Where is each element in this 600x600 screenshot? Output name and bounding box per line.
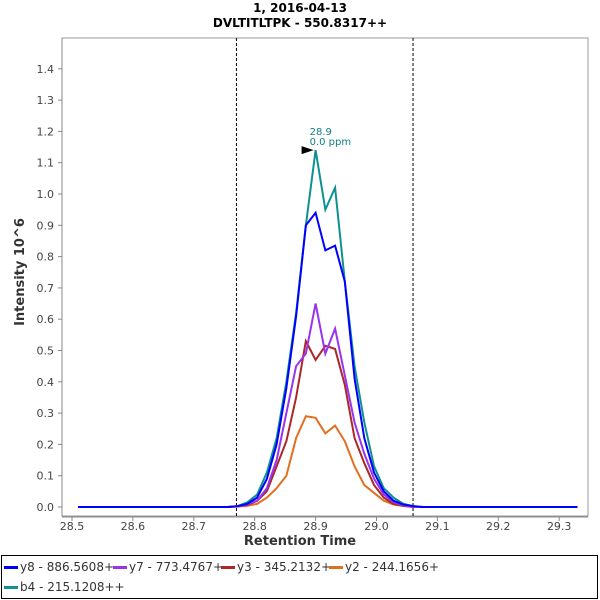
- x-tick-label: 29.0: [364, 520, 389, 533]
- legend-item: y7 - 773.4767+: [113, 560, 223, 574]
- peak-ppm-label: 0.0 ppm: [310, 137, 352, 148]
- x-tick-label: 28.7: [182, 520, 207, 533]
- legend-swatch: [113, 565, 127, 569]
- legend: y8 - 886.5608+ y7 - 773.4767+ y3 - 345.213…: [1, 555, 598, 599]
- legend-item: y3 - 345.2132+: [221, 560, 331, 574]
- y-tick-label: 0.7: [37, 282, 55, 295]
- x-tick-label: 29.1: [425, 520, 450, 533]
- legend-swatch: [329, 565, 343, 569]
- legend-label: y7 - 773.4767+: [129, 560, 224, 574]
- x-tick-label: 28.5: [60, 520, 85, 533]
- plot-area: [61, 37, 589, 517]
- legend-swatch: [221, 565, 235, 569]
- series-line-y8: [78, 210, 578, 508]
- y-tick-label: 0.5: [37, 345, 55, 358]
- x-tick-label: 29.3: [547, 520, 572, 533]
- legend-label: b4 - 215.1208++: [20, 580, 125, 594]
- y-tick-label: 0.0: [37, 501, 55, 514]
- legend-label: y2 - 244.1656+: [345, 560, 440, 574]
- y-tick-label: 0.1: [37, 470, 55, 483]
- y-tick-label: 1.2: [37, 125, 55, 138]
- x-tick-label: 29.2: [486, 520, 511, 533]
- y-tick-label: 1.0: [37, 188, 55, 201]
- y-tick-label: 0.3: [37, 407, 55, 420]
- series-line-b4: [78, 150, 578, 508]
- chart-title: 1, 2016-04-13: [253, 1, 347, 15]
- y-tick-label: 0.9: [37, 219, 55, 232]
- legend-item: b4 - 215.1208++: [4, 580, 125, 594]
- y-tick-label: 1.1: [37, 157, 55, 170]
- x-tick-label: 28.9: [303, 520, 328, 533]
- y-tick-label: 0.8: [37, 251, 55, 264]
- peak-arrow-icon: [301, 146, 314, 155]
- x-tick-label: 28.6: [121, 520, 146, 533]
- series-line-y7: [78, 303, 578, 508]
- chart-subtitle: DVLTITLTPK - 550.8317++: [213, 16, 387, 30]
- y-tick-label: 0.6: [37, 313, 55, 326]
- legend-item: y2 - 244.1656+: [329, 560, 439, 574]
- legend-item: y8 - 886.5608+: [4, 560, 114, 574]
- y-tick-label: 1.3: [37, 94, 55, 107]
- peak-rt-label: 28.9: [310, 127, 332, 138]
- y-axis-label: Intensity 10^6: [13, 218, 28, 326]
- legend-swatch: [4, 585, 18, 589]
- y-tick-label: 1.4: [37, 63, 55, 76]
- y-tick-label: 0.4: [37, 376, 55, 389]
- legend-label: y3 - 345.2132+: [237, 560, 332, 574]
- legend-label: y8 - 886.5608+: [20, 560, 115, 574]
- x-axis-label: Retention Time: [244, 534, 356, 549]
- legend-swatch: [4, 565, 18, 569]
- x-tick-label: 28.8: [242, 520, 267, 533]
- y-tick-label: 0.2: [37, 438, 55, 451]
